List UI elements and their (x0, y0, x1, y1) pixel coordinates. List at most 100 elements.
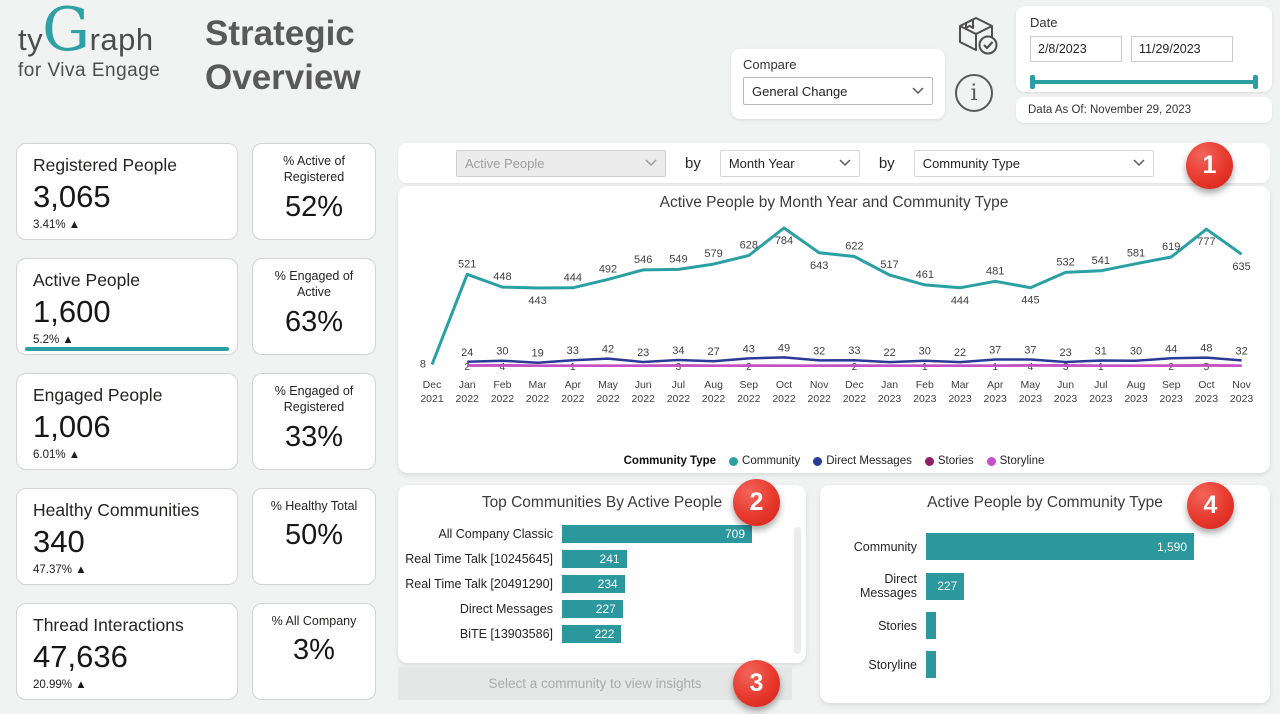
kpi-card-thread-interactions[interactable]: Thread Interactions 47,636 20.99% ▲ (16, 603, 238, 700)
dm-value-label: 34 (672, 345, 684, 357)
x-axis-year: 2022 (596, 393, 620, 405)
bar-row-real-time-talk-10245645: Real Time Talk [10245645] 241 (404, 550, 790, 568)
line-chart-title: Active People by Month Year and Communit… (659, 194, 1009, 211)
x-axis-year: 2022 (808, 393, 832, 405)
dimension1-select[interactable]: Month Year (719, 149, 860, 177)
x-axis-year: 2022 (702, 393, 726, 405)
x-axis-year: 2023 (1230, 393, 1254, 405)
bar-row-direct-messages: Direct Messages 227 (826, 572, 1260, 600)
legend-item-community[interactable]: Community (729, 455, 800, 467)
dm-value-label: 37 (989, 344, 1001, 356)
bar-row-bite-13903586: BiTE [13903586] 222 (404, 625, 790, 643)
bar-value-label: 234 (597, 577, 618, 591)
x-axis-month: Jun (635, 379, 652, 391)
slider-handle-end[interactable] (1253, 75, 1258, 89)
bar-direct-messages[interactable]: 227 (926, 572, 965, 600)
pct-value: 52% (284, 190, 344, 223)
series-line-storyline[interactable] (467, 363, 1242, 368)
legend-label: Stories (937, 455, 974, 467)
x-axis-month: Aug (1127, 379, 1146, 391)
measure-select[interactable]: Active People (456, 149, 666, 177)
slider-handle-start[interactable] (1030, 75, 1035, 89)
page-title: Strategic Overview (205, 14, 361, 97)
logo-g: G (42, 0, 91, 65)
bar-real-time-talk-10245645[interactable]: 241 (562, 550, 627, 568)
bar-direct-messages[interactable]: 227 (562, 600, 623, 618)
bar-real-time-talk-20491290[interactable]: 234 (562, 575, 625, 593)
x-axis-month: Jun (1057, 379, 1074, 391)
x-axis-month: May (1020, 379, 1041, 391)
legend-title: Community Type (623, 455, 717, 467)
x-axis-year: 2022 (632, 393, 656, 405)
package-shield-icon[interactable] (952, 12, 1000, 60)
compare-select[interactable]: General Change (743, 77, 933, 105)
pct-card-engaged-of-active[interactable]: % Engaged of Active 63% (252, 258, 376, 355)
community-value-label: 444 (951, 295, 969, 307)
x-axis-month: Apr (565, 379, 582, 391)
community-value-label: 628 (740, 239, 758, 251)
legend-item-direct-messages[interactable]: Direct Messages (813, 455, 912, 467)
bar-community[interactable]: 1,590 (926, 533, 1194, 560)
dm-value-label: 33 (848, 345, 860, 357)
date-start-input[interactable]: 2/8/2023 (1030, 36, 1122, 62)
info-icon[interactable] (955, 74, 993, 112)
series-line-community[interactable] (430, 226, 1243, 366)
pct-card-active-of-registered[interactable]: % Active of Registered 52% (252, 143, 376, 240)
community-value-label: 619 (1162, 241, 1180, 253)
bar-stories[interactable] (926, 612, 937, 639)
kpi-value: 3,065 (33, 179, 111, 214)
bar-value-label: 222 (594, 627, 615, 641)
scrollbar[interactable] (794, 527, 801, 654)
legend-label: Direct Messages (826, 455, 912, 467)
bar-value-label: 709 (724, 527, 745, 541)
legend-item-storyline[interactable]: Storyline (986, 455, 1044, 467)
bar-track (926, 651, 1260, 678)
x-axis-year: 2023 (1195, 393, 1219, 405)
x-axis-year: 2022 (526, 393, 550, 405)
dm-value-label: 31 (1095, 346, 1107, 358)
minor-value-label: 4 (500, 362, 506, 373)
pct-card-all-company[interactable]: % All Company 3% (252, 603, 376, 700)
x-axis-month: Nov (1232, 379, 1251, 391)
minor-value-label: 4 (1028, 362, 1034, 373)
date-end-input[interactable]: 11/29/2023 (1131, 36, 1233, 62)
kpi-card-active-people[interactable]: Active People 1,600 5.2% ▲ (16, 258, 238, 355)
kpi-card-engaged-people[interactable]: Engaged People 1,006 6.01% ▲ (16, 373, 238, 470)
line-chart-panel: Active People by Month Year and Communit… (398, 186, 1270, 473)
kpi-card-healthy-communities[interactable]: Healthy Communities 340 47.37% ▲ (16, 488, 238, 585)
bar-track: 227 (562, 600, 790, 618)
x-axis-month: Sep (1162, 379, 1181, 391)
select-community-button[interactable]: Select a community to view insights (398, 667, 792, 700)
minor-value-label: 2 (746, 362, 752, 373)
dimension2-select[interactable]: Community Type (913, 149, 1154, 177)
chart-filter-bar: Active People by Month Year by Community… (398, 143, 1270, 183)
x-axis-year: 2022 (561, 393, 585, 405)
minor-value-label: 1 (570, 362, 576, 373)
x-axis-month: Oct (776, 379, 792, 391)
dm-value-label: 24 (461, 347, 473, 359)
legend-item-stories[interactable]: Stories (924, 455, 974, 467)
series-line-direct-messages[interactable] (467, 356, 1242, 364)
community-value-label: 445 (1021, 295, 1039, 307)
bar-storyline[interactable] (926, 651, 936, 678)
legend-label: Community (742, 455, 801, 467)
pct-value: 63% (284, 305, 344, 338)
bar-bite-13903586[interactable]: 222 (562, 625, 622, 643)
pct-card-healthy-total[interactable]: % Healthy Total 50% (252, 488, 376, 585)
community-value-label: 481 (986, 265, 1004, 277)
compare-panel: Compare General Change (731, 49, 945, 119)
community-value-label: 643 (810, 260, 828, 272)
bar-category-label: Stories (878, 618, 917, 633)
kpi-card-registered-people[interactable]: Registered People 3,065 3.41% ▲ (16, 143, 238, 240)
slider-track[interactable] (1030, 80, 1258, 84)
kpi-value: 340 (33, 524, 85, 559)
x-axis-month: Jul (1094, 379, 1107, 391)
date-range-slider[interactable] (1030, 75, 1258, 89)
bar-all-company-classic[interactable]: 709 (562, 525, 752, 543)
minor-value-label: 5 (1204, 362, 1210, 373)
pct-card-engaged-of-registered[interactable]: % Engaged of Registered 33% (252, 373, 376, 470)
community-value-label: 492 (599, 263, 617, 275)
x-axis-year: 2023 (1054, 393, 1078, 405)
legend-dot (924, 456, 934, 466)
